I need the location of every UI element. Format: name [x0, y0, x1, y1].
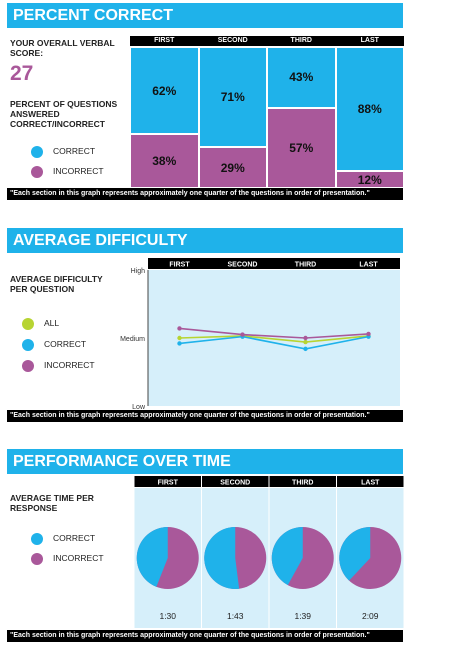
point-incorrect	[177, 326, 182, 331]
header-bar	[148, 258, 400, 269]
bar-label: 88%	[357, 102, 382, 117]
correct-swatch-icon	[31, 532, 43, 545]
bar-incorrect-last: 12%	[335, 171, 404, 188]
point-all	[303, 339, 308, 345]
difficulty-svg: FIRST SECOND THIRD LAST High Medium Low	[120, 258, 400, 411]
incorrect-swatch-icon	[31, 165, 43, 178]
column-header-first: FIRST	[169, 262, 190, 269]
pie-slice-correct	[136, 527, 168, 587]
column-header-third: THIRD	[295, 262, 316, 269]
line-incorrect	[179, 327, 369, 339]
header-cell	[269, 476, 336, 487]
header-cell	[202, 476, 269, 487]
bar-label: 12%	[357, 172, 382, 187]
time-svg: FIRST 1:30 SECOND 1:43 THIRD 1:39 LAST 2:09	[134, 476, 404, 628]
legend-correct: CORRECT	[31, 144, 95, 158]
legend-label: ALL	[44, 318, 60, 328]
percent-description: PERCENT OF QUESTIONS ANSWERED CORRECT/IN…	[10, 99, 118, 129]
point-correct	[303, 346, 308, 352]
score-label: YOUR OVERALL VERBAL SCORE:	[10, 38, 115, 58]
bar-incorrect-third: 57%	[267, 107, 336, 188]
column-header-third: THIRD	[292, 480, 313, 487]
legend-incorrect: INCORRECT	[31, 551, 104, 565]
column-header-second: SECOND	[198, 36, 267, 46]
column-header-second: SECOND	[228, 262, 258, 269]
legend-correct: CORRECT	[22, 337, 86, 351]
bar-incorrect-second: 29%	[198, 147, 267, 188]
legend-all: ALL	[22, 316, 59, 330]
section-note: "Each section in this graph represents a…	[7, 188, 403, 200]
bar-correct-third: 43%	[267, 47, 336, 108]
legend-label: INCORRECT	[53, 166, 104, 176]
time-description: AVERAGE TIME PER RESPONSE	[10, 493, 94, 513]
time-value: 1:39	[294, 611, 311, 621]
incorrect-swatch-icon	[22, 359, 34, 372]
incorrect-swatch-icon	[31, 552, 43, 565]
average-difficulty-chart: FIRST SECOND THIRD LAST High Medium Low	[110, 258, 404, 411]
legend-label: INCORRECT	[44, 360, 95, 370]
bar-label: 57%	[289, 140, 314, 155]
header-cell	[337, 476, 404, 487]
bar-correct-last: 88%	[335, 47, 404, 172]
percent-correct-chart: FIRST 62% 38% SECOND 71% 29% THIRD 43% 57% LAST 88…	[130, 36, 404, 189]
time-value: 2:09	[362, 611, 379, 621]
y-tick-label: Medium	[120, 336, 145, 343]
section-title: AVERAGE DIFFICULTY	[13, 232, 188, 249]
pie-slice-correct	[271, 527, 303, 586]
point-incorrect	[366, 331, 371, 337]
section-title: PERFORMANCE OVER TIME	[13, 453, 231, 470]
column-header-second: SECOND	[220, 480, 250, 487]
point-correct	[177, 341, 182, 346]
column-header-first: FIRST	[158, 480, 179, 487]
correct-swatch-icon	[22, 338, 34, 351]
legend-correct: CORRECT	[31, 531, 95, 545]
line-all	[179, 335, 369, 343]
bar-label: 29%	[220, 160, 245, 175]
y-tick-label: High	[131, 268, 146, 275]
bar-incorrect-first: 38%	[130, 134, 199, 188]
section-note: "Each section in this graph represents a…	[7, 630, 403, 642]
legend-label: CORRECT	[44, 339, 87, 349]
performance-over-time-banner: PERFORMANCE OVER TIME	[7, 449, 403, 474]
pie-slice-correct	[339, 527, 371, 581]
legend-label: INCORRECT	[53, 553, 104, 563]
overall-score: 27	[10, 62, 34, 85]
bar-label: 38%	[152, 154, 177, 169]
section-title: PERCENT CORRECT	[13, 7, 174, 24]
pie-slice-correct	[204, 527, 240, 589]
all-swatch-icon	[22, 317, 34, 330]
percent-correct-banner: PERCENT CORRECT	[7, 3, 403, 28]
point-incorrect	[303, 335, 308, 341]
column-header-first: FIRST	[130, 36, 199, 46]
difficulty-description: AVERAGE DIFFICULTY PER QUESTION	[10, 274, 103, 294]
legend-incorrect: INCORRECT	[22, 358, 95, 372]
legend-incorrect: INCORRECT	[31, 164, 104, 178]
column-header-last: LAST	[359, 262, 378, 269]
point-incorrect	[240, 332, 245, 337]
time-value: 1:43	[227, 611, 244, 621]
correct-swatch-icon	[31, 145, 43, 158]
header-cell	[134, 476, 201, 487]
y-tick-label: Low	[132, 404, 146, 410]
bar-label: 62%	[152, 83, 177, 98]
column-header-last: LAST	[361, 480, 380, 487]
section-note: "Each section in this graph represents a…	[7, 410, 403, 422]
bar-correct-second: 71%	[198, 47, 267, 148]
performance-over-time-chart: FIRST 1:30 SECOND 1:43 THIRD 1:39 LAST 2:09	[134, 476, 404, 628]
legend-label: CORRECT	[53, 533, 96, 543]
bar-label: 43%	[289, 70, 314, 85]
bar-label: 71%	[220, 90, 245, 105]
column-header-third: THIRD	[267, 36, 336, 46]
bar-correct-first: 62%	[130, 47, 199, 135]
time-value: 1:30	[159, 611, 176, 621]
line-correct	[179, 335, 369, 350]
legend-label: CORRECT	[53, 146, 96, 156]
average-difficulty-banner: AVERAGE DIFFICULTY	[7, 228, 403, 253]
point-all	[177, 335, 182, 341]
column-header-last: LAST	[335, 36, 404, 46]
